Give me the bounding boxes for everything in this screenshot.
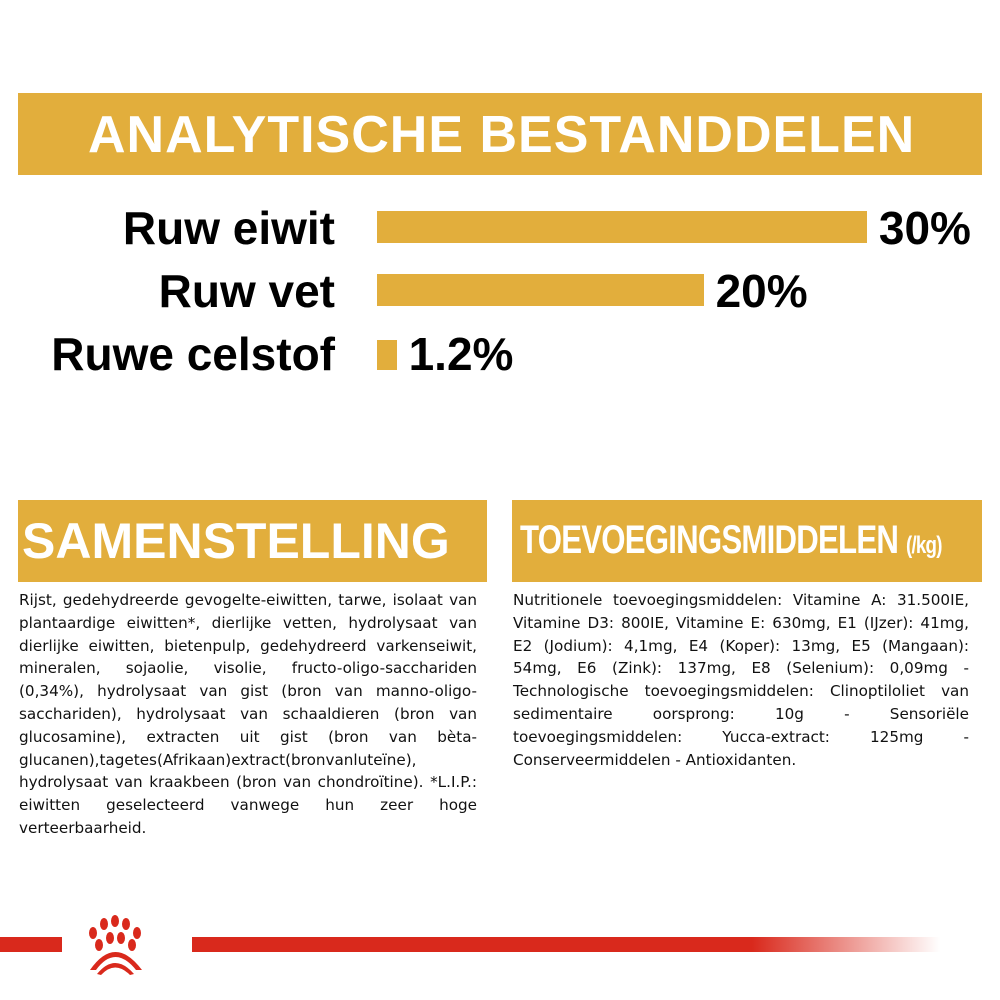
crown-paw-icon [89,915,142,975]
footer-red-line [0,937,940,952]
composition-title: SAMENSTELLING [22,513,450,569]
analysis-value: 30% [878,202,971,254]
composition-title-banner: SAMENSTELLING [18,500,487,582]
analysis-title-banner: ANALYTISCHE BESTANDDELEN [18,93,982,175]
analysis-bar [377,340,397,370]
analysis-label: Ruw vet [158,265,335,317]
analysis-row: Ruwe celstof 1.2% [0,328,1000,381]
analysis-label: Ruwe celstof [51,328,335,380]
analysis-bar [377,211,867,243]
additives-title-banner: TOEVOEGINGSMIDDELEN (/kg) [512,500,982,582]
composition-text: Rijst, gedehydreerde gevogelte-eiwitten,… [19,591,477,837]
analysis-label: Ruw eiwit [122,202,335,254]
analysis-row: Ruw vet 20% [0,265,1000,318]
royal-crown-logo [62,912,192,977]
additives-title-wrap: TOEVOEGINGSMIDDELEN (/kg) [520,518,942,563]
analysis-value: 1.2% [408,328,514,380]
additives-unit: (/kg) [906,532,942,559]
analysis-title: ANALYTISCHE BESTANDDELEN [88,106,916,164]
analysis-row: Ruw eiwit 30% [0,202,1000,255]
analysis-bar [377,274,704,306]
additives-text: Nutritionele toevoegingsmiddelen: Vitami… [513,591,969,769]
additives-title: TOEVOEGINGSMIDDELEN [520,518,899,562]
analysis-value: 20% [715,265,808,317]
